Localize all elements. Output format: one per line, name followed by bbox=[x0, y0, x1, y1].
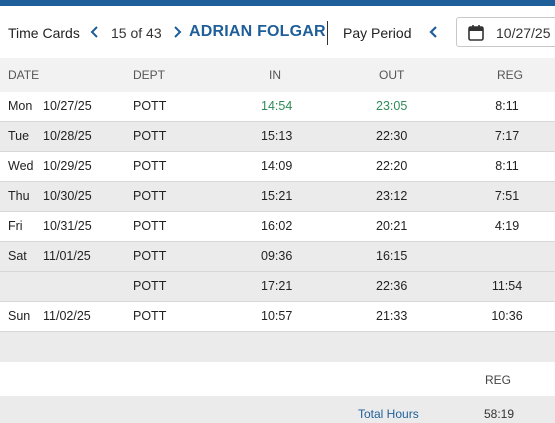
cell-dept: POTT bbox=[133, 99, 166, 113]
cell-in: 17:21 bbox=[261, 279, 291, 293]
previous-employee-button[interactable] bbox=[88, 23, 102, 41]
chevron-left-icon bbox=[427, 23, 441, 41]
chevron-left-icon bbox=[88, 23, 102, 41]
cell-reg: 7:17 bbox=[488, 129, 526, 143]
column-header-date: DATE bbox=[8, 68, 39, 82]
cell-reg: 4:19 bbox=[488, 219, 526, 233]
cell-out: 21:33 bbox=[376, 309, 406, 323]
previous-pay-period-button[interactable] bbox=[427, 23, 441, 41]
cell-out: 16:15 bbox=[376, 249, 406, 263]
table-row[interactable]: Sat 11/01/25 POTT 09:36 16:15 bbox=[0, 242, 555, 272]
employee-name-link[interactable]: ADRIAN FOLGAR bbox=[189, 23, 326, 41]
table-row[interactable]: Wed 10/29/25 POTT 14:09 22:20 8:11 bbox=[0, 152, 555, 182]
cell-in: 10:57 bbox=[261, 309, 291, 323]
cell-in: 14:54 bbox=[261, 99, 291, 113]
cell-date: 10/27/25 bbox=[43, 99, 92, 113]
header-divider bbox=[327, 21, 328, 45]
record-position: 15 of 43 bbox=[111, 25, 162, 41]
table-header: DATE DEPT IN OUT REG bbox=[0, 58, 555, 92]
timecard-header: Time Cards 15 of 43 ADRIAN FOLGAR Pay Pe… bbox=[0, 6, 555, 58]
cell-date: 10/31/25 bbox=[43, 219, 92, 233]
total-hours-row: Total Hours 58:19 bbox=[0, 396, 555, 423]
cell-out: 20:21 bbox=[376, 219, 406, 233]
cell-day: Thu bbox=[8, 189, 30, 203]
cell-dept: POTT bbox=[133, 189, 166, 203]
pay-period-date: 10/27/25 bbox=[496, 25, 551, 41]
pay-period-label: Pay Period bbox=[343, 25, 411, 41]
column-header-in: IN bbox=[269, 68, 281, 82]
cell-reg: 8:11 bbox=[488, 99, 526, 113]
page-title: Time Cards bbox=[8, 25, 80, 41]
cell-day: Tue bbox=[8, 129, 29, 143]
table-row[interactable]: Sun 11/02/25 POTT 10:57 21:33 10:36 bbox=[0, 302, 555, 332]
column-header-dept: DEPT bbox=[133, 68, 165, 82]
cell-dept: POTT bbox=[133, 309, 166, 323]
cell-reg: 8:11 bbox=[488, 159, 526, 173]
cell-date: 11/02/25 bbox=[43, 309, 91, 323]
calendar-icon bbox=[467, 24, 485, 42]
cell-out: 22:30 bbox=[376, 129, 406, 143]
cell-reg: 11:54 bbox=[488, 279, 526, 293]
cell-day: Sat bbox=[8, 249, 27, 263]
cell-out: 22:36 bbox=[376, 279, 406, 293]
cell-date: 10/28/25 bbox=[43, 129, 92, 143]
cell-day: Wed bbox=[8, 159, 33, 173]
table-row[interactable]: POTT 17:21 22:36 11:54 bbox=[0, 272, 555, 302]
next-employee-button[interactable] bbox=[170, 23, 184, 41]
cell-dept: POTT bbox=[133, 249, 166, 263]
cell-dept: POTT bbox=[133, 279, 166, 293]
cell-in: 14:09 bbox=[261, 159, 291, 173]
cell-in: 15:21 bbox=[261, 189, 291, 203]
cell-in: 09:36 bbox=[261, 249, 291, 263]
table-spacer bbox=[0, 332, 555, 362]
total-hours-value: 58:19 bbox=[484, 407, 514, 421]
cell-out: 23:12 bbox=[376, 189, 406, 203]
table-row[interactable]: Tue 10/28/25 POTT 15:13 22:30 7:17 bbox=[0, 122, 555, 152]
cell-reg: 7:51 bbox=[488, 189, 526, 203]
cell-in: 16:02 bbox=[261, 219, 291, 233]
cell-out: 22:20 bbox=[376, 159, 406, 173]
chevron-right-icon bbox=[170, 23, 184, 41]
column-header-reg: REG bbox=[497, 68, 523, 82]
cell-date: 11/01/25 bbox=[43, 249, 91, 263]
cell-day: Fri bbox=[8, 219, 23, 233]
table-row[interactable]: Mon 10/27/25 POTT 14:54 23:05 8:11 bbox=[0, 92, 555, 122]
total-hours-label: Total Hours bbox=[358, 407, 419, 421]
cell-dept: POTT bbox=[133, 219, 166, 233]
column-header-out: OUT bbox=[379, 68, 404, 82]
table-row[interactable]: Thu 10/30/25 POTT 15:21 23:12 7:51 bbox=[0, 182, 555, 212]
cell-dept: POTT bbox=[133, 129, 166, 143]
summary-header: REG bbox=[0, 362, 555, 396]
cell-date: 10/30/25 bbox=[43, 189, 92, 203]
cell-out: 23:05 bbox=[376, 99, 406, 113]
pay-period-date-picker[interactable]: 10/27/25 bbox=[456, 17, 555, 47]
cell-reg: 10:36 bbox=[488, 309, 526, 323]
summary-reg-label: REG bbox=[485, 373, 511, 387]
cell-dept: POTT bbox=[133, 159, 166, 173]
table-row[interactable]: Fri 10/31/25 POTT 16:02 20:21 4:19 bbox=[0, 212, 555, 242]
cell-day: Mon bbox=[8, 99, 32, 113]
cell-in: 15:13 bbox=[261, 129, 291, 143]
cell-day: Sun bbox=[8, 309, 30, 323]
cell-date: 10/29/25 bbox=[43, 159, 92, 173]
